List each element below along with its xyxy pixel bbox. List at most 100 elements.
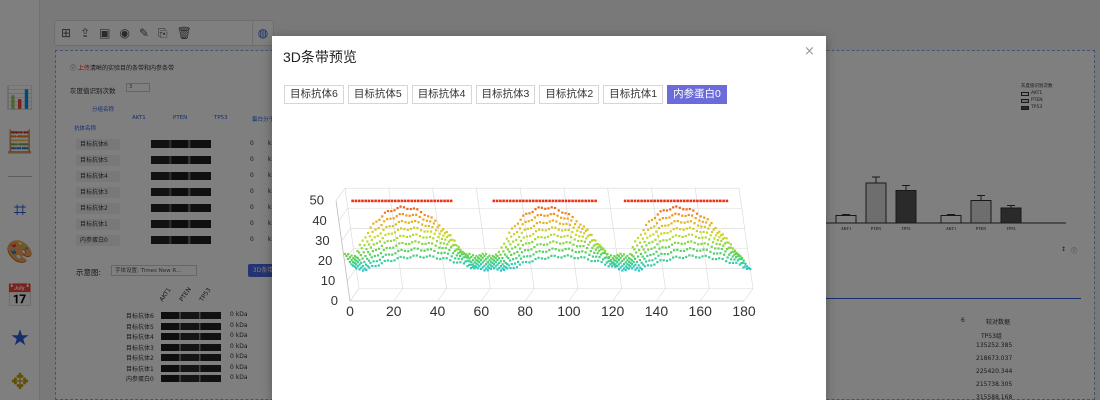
data-point xyxy=(518,235,521,238)
data-point xyxy=(510,235,513,238)
data-point xyxy=(434,244,437,247)
data-point xyxy=(525,212,528,215)
data-point xyxy=(609,263,612,266)
data-point xyxy=(549,213,552,216)
data-point xyxy=(689,199,693,203)
data-point xyxy=(453,243,456,246)
data-point xyxy=(425,236,428,239)
data-point xyxy=(435,229,438,232)
z-axis-line xyxy=(335,200,351,302)
data-point xyxy=(647,248,650,251)
data-point xyxy=(586,247,589,250)
data-point xyxy=(718,236,721,239)
data-point xyxy=(683,242,686,245)
tab-antibody-3[interactable]: 目标抗体3 xyxy=(475,85,536,104)
data-point xyxy=(689,247,692,250)
data-point xyxy=(423,213,426,217)
data-point xyxy=(653,225,656,228)
data-point xyxy=(606,252,609,255)
data-point xyxy=(354,199,358,203)
data-point xyxy=(457,248,460,251)
tab-antibody-4[interactable]: 目标抗体4 xyxy=(411,85,472,104)
data-point xyxy=(508,259,512,262)
data-point xyxy=(534,238,537,241)
data-point xyxy=(640,268,644,271)
data-point xyxy=(671,214,674,217)
data-point xyxy=(498,266,501,269)
data-point xyxy=(445,235,448,239)
data-point xyxy=(501,263,504,266)
data-point xyxy=(624,261,627,264)
data-point xyxy=(432,237,435,240)
data-point xyxy=(572,243,575,246)
data-point xyxy=(419,255,422,258)
data-point xyxy=(729,251,732,254)
data-point xyxy=(566,254,569,257)
data-point xyxy=(677,241,680,245)
data-point xyxy=(417,199,420,203)
data-point xyxy=(506,248,509,251)
data-point xyxy=(486,256,489,259)
data-point xyxy=(594,199,597,203)
data-point xyxy=(630,199,633,203)
data-point xyxy=(518,199,522,203)
data-point xyxy=(490,257,493,260)
data-point xyxy=(702,248,705,251)
data-point xyxy=(386,239,389,243)
data-point xyxy=(415,254,418,257)
data-point xyxy=(512,258,515,261)
data-point xyxy=(429,248,433,251)
x-tick-label: 140 xyxy=(645,303,669,319)
data-point xyxy=(537,256,540,259)
data-point xyxy=(591,255,594,258)
data-point xyxy=(393,209,396,212)
close-icon[interactable]: × xyxy=(804,44,815,59)
data-point xyxy=(552,240,555,243)
data-point xyxy=(675,205,678,208)
tab-antibody-6[interactable]: 目标抗体6 xyxy=(284,85,344,104)
data-point xyxy=(522,199,525,203)
tab-internal-reference-0[interactable]: 内参蛋白0 xyxy=(667,85,727,104)
data-point xyxy=(558,222,561,225)
data-point xyxy=(404,221,407,224)
data-point xyxy=(590,239,593,242)
3d-band-plot[interactable]: 0 20 40 60 80 100 120 140 160 180 0 10 20 30 40 50 xyxy=(272,156,826,346)
data-point xyxy=(403,249,406,252)
data-point xyxy=(435,240,439,243)
data-point xyxy=(503,260,506,263)
data-point xyxy=(481,252,484,255)
data-point xyxy=(695,212,699,215)
data-point xyxy=(664,224,667,227)
tab-antibody-1[interactable]: 目标抗体1 xyxy=(603,85,664,104)
data-point xyxy=(446,252,450,255)
data-point xyxy=(703,216,706,219)
data-point xyxy=(649,253,652,257)
data-point xyxy=(511,247,514,250)
data-point xyxy=(632,255,635,258)
data-point xyxy=(377,264,380,267)
data-point xyxy=(702,230,705,233)
data-point xyxy=(372,260,375,263)
x-tick-label: 60 xyxy=(474,303,490,319)
x-tick-label: 160 xyxy=(689,303,713,319)
data-point xyxy=(488,266,491,269)
data-point xyxy=(453,249,456,252)
data-point xyxy=(437,251,440,254)
tab-antibody-2[interactable]: 目标抗体2 xyxy=(539,85,600,104)
data-point xyxy=(550,206,553,209)
data-point xyxy=(692,199,696,203)
data-point xyxy=(708,238,711,241)
data-point xyxy=(632,265,635,268)
data-point xyxy=(363,267,366,270)
data-point xyxy=(747,267,750,270)
grid-line xyxy=(437,288,447,302)
data-point xyxy=(648,259,651,262)
data-point xyxy=(375,220,378,223)
data-point xyxy=(571,230,574,234)
data-point xyxy=(442,234,445,237)
data-point xyxy=(699,231,702,234)
data-point xyxy=(733,249,737,252)
data-point xyxy=(492,199,496,203)
data-point xyxy=(571,249,574,252)
tab-antibody-5[interactable]: 目标抗体5 xyxy=(347,85,408,104)
